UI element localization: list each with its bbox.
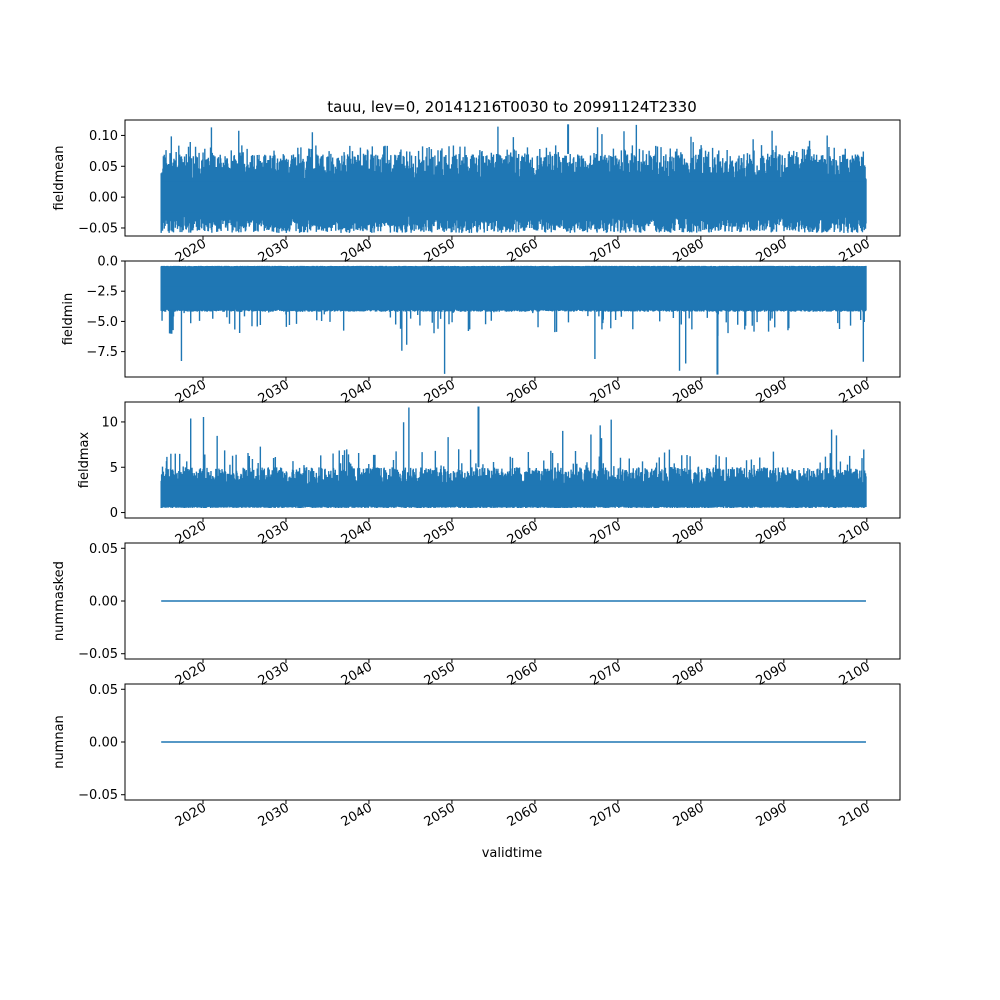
y-tick-label: 0.00 <box>89 191 118 206</box>
y-axis-label: fieldmax <box>77 432 92 489</box>
chart-title: tauu, lev=0, 20141216T0030 to 20991124T2… <box>327 98 697 116</box>
x-axis-label: validtime <box>482 846 543 861</box>
axes-frame <box>124 260 901 378</box>
axes-frame <box>124 119 901 237</box>
y-tick-label: −7.5 <box>86 345 118 360</box>
y-tick-label: 5 <box>110 461 118 476</box>
series-fieldmean <box>160 124 867 233</box>
y-tick-label: 0.05 <box>89 160 118 175</box>
y-axis-label: fieldmin <box>61 293 76 346</box>
y-tick-label: 0 <box>110 506 118 521</box>
y-tick-label: 0.05 <box>89 542 118 557</box>
y-axis-label: numnan <box>52 715 67 769</box>
y-tick-label: −2.5 <box>86 285 118 300</box>
y-tick-label: −5.0 <box>86 315 118 330</box>
y-tick-label: 0.0 <box>97 255 118 270</box>
axes-frame <box>124 401 901 519</box>
y-tick-label: −0.05 <box>78 788 118 803</box>
series-fieldmin <box>160 265 867 375</box>
y-tick-label: −0.05 <box>78 647 118 662</box>
series-band <box>161 181 866 213</box>
y-tick-label: 0.00 <box>89 595 118 610</box>
series-band <box>161 286 866 310</box>
series-band <box>161 485 866 506</box>
y-axis-label: fieldmean <box>52 146 67 211</box>
y-axis-label: nummasked <box>52 561 67 641</box>
y-tick-label: 0.05 <box>89 683 118 698</box>
y-tick-label: 0.10 <box>89 129 118 144</box>
y-tick-label: −0.05 <box>78 221 118 236</box>
y-tick-label: 0.00 <box>89 736 118 751</box>
y-tick-label: 10 <box>101 415 118 430</box>
series-fieldmax <box>160 406 867 509</box>
